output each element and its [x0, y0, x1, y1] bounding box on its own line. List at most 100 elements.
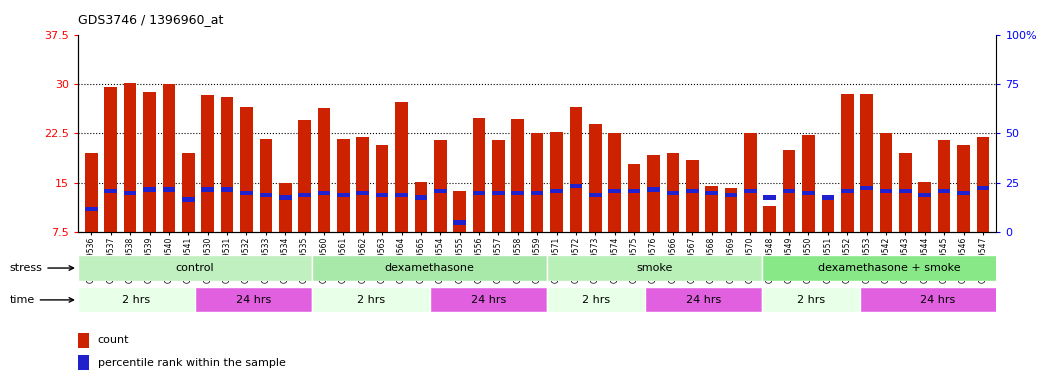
Bar — [492, 190, 504, 195]
Bar — [337, 139, 350, 232]
Bar — [78, 333, 89, 348]
Bar — [550, 189, 563, 193]
Bar — [861, 94, 873, 232]
Bar — [550, 132, 563, 232]
Bar — [859, 287, 1016, 313]
Bar — [938, 189, 951, 193]
Bar — [395, 193, 408, 197]
Bar — [472, 118, 486, 232]
Text: time: time — [9, 295, 74, 305]
Bar — [628, 164, 640, 232]
Bar — [78, 356, 89, 371]
Bar — [201, 187, 214, 192]
Bar — [570, 184, 582, 188]
Bar — [589, 124, 602, 232]
Bar — [78, 287, 195, 313]
Text: control: control — [175, 263, 215, 273]
Bar — [240, 190, 253, 195]
Bar — [512, 119, 524, 232]
Text: count: count — [98, 335, 129, 345]
Bar — [105, 189, 117, 193]
Bar — [647, 187, 660, 192]
Bar — [686, 189, 699, 193]
Bar — [260, 193, 272, 197]
Text: 2 hrs: 2 hrs — [357, 295, 385, 305]
Bar — [880, 189, 893, 193]
Bar — [454, 191, 466, 232]
Bar — [279, 195, 292, 200]
Text: 24 hrs: 24 hrs — [921, 295, 955, 305]
Bar — [725, 188, 737, 232]
Bar — [608, 189, 621, 193]
Bar — [899, 153, 911, 232]
Bar — [163, 84, 175, 232]
Bar — [977, 186, 989, 190]
Bar — [802, 135, 815, 232]
Text: 2 hrs: 2 hrs — [797, 295, 825, 305]
Bar — [105, 87, 117, 232]
Bar — [430, 287, 547, 313]
Bar — [666, 153, 679, 232]
Text: smoke: smoke — [636, 263, 673, 273]
Bar — [957, 145, 969, 232]
Bar — [744, 189, 757, 193]
Bar — [312, 255, 547, 281]
Bar — [570, 107, 582, 232]
Bar — [686, 160, 699, 232]
Bar — [783, 150, 795, 232]
Bar — [124, 83, 136, 232]
Bar — [472, 190, 486, 195]
Bar — [762, 287, 859, 313]
Bar — [221, 187, 234, 192]
Bar — [589, 193, 602, 197]
Bar — [841, 94, 853, 232]
Bar — [763, 195, 776, 200]
Bar — [608, 134, 621, 232]
Bar — [763, 206, 776, 232]
Bar — [163, 187, 175, 192]
Bar — [298, 193, 311, 197]
Bar — [143, 187, 156, 192]
Bar — [880, 134, 893, 232]
Bar — [530, 134, 544, 232]
Bar — [182, 153, 194, 232]
Bar — [279, 183, 292, 232]
Bar — [221, 96, 234, 232]
Bar — [312, 287, 430, 313]
Bar — [957, 190, 969, 195]
Bar — [298, 119, 311, 232]
Bar — [821, 199, 835, 232]
Bar — [938, 140, 951, 232]
Bar — [240, 107, 253, 232]
Bar — [318, 190, 330, 195]
Bar — [744, 134, 757, 232]
Bar — [645, 287, 762, 313]
Bar — [977, 137, 989, 232]
Bar — [356, 137, 370, 232]
Bar — [414, 182, 428, 232]
Bar — [547, 287, 645, 313]
Bar — [628, 189, 640, 193]
Bar — [919, 193, 931, 197]
Text: GDS3746 / 1396960_at: GDS3746 / 1396960_at — [78, 13, 223, 26]
Bar — [783, 189, 795, 193]
Bar — [647, 155, 660, 232]
Bar — [454, 220, 466, 225]
Text: dexamethasone: dexamethasone — [385, 263, 474, 273]
Bar — [725, 193, 737, 197]
Text: 24 hrs: 24 hrs — [686, 295, 721, 305]
Bar — [512, 190, 524, 195]
Bar — [434, 140, 446, 232]
Bar — [376, 145, 388, 232]
Text: stress: stress — [9, 263, 74, 273]
Bar — [861, 186, 873, 190]
Bar — [201, 95, 214, 232]
Bar — [78, 255, 312, 281]
Bar — [530, 190, 544, 195]
Bar — [414, 195, 428, 200]
Bar — [85, 153, 98, 232]
Text: 2 hrs: 2 hrs — [122, 295, 151, 305]
Bar — [841, 189, 853, 193]
Bar — [143, 92, 156, 232]
Bar — [395, 102, 408, 232]
